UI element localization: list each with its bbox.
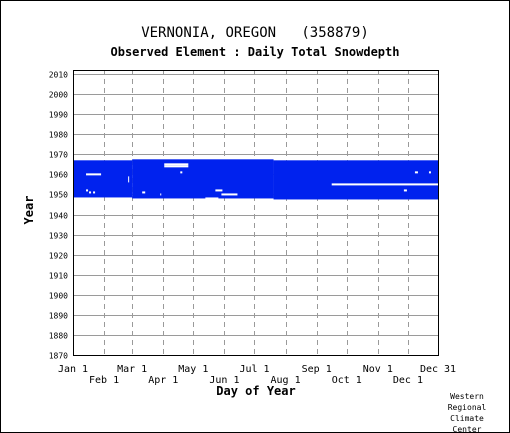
chart-subtitle: Observed Element : Daily Total Snowdepth	[110, 45, 400, 59]
coverage-block	[273, 160, 438, 200]
x-tick-label: Jun 1	[209, 375, 239, 386]
coverage-block	[73, 160, 133, 198]
credit-block: Western Regional Climate Center	[437, 391, 497, 433]
y-tick-label: 1930	[49, 232, 68, 241]
x-tick-label: Oct 1	[332, 375, 362, 386]
y-tick-label: 2000	[49, 91, 68, 100]
data-gap	[221, 193, 238, 196]
data-gap	[160, 193, 162, 196]
credit-line: Western	[450, 392, 484, 401]
data-gap	[164, 163, 189, 166]
credit-line: Climate	[450, 414, 484, 423]
y-tick-label: 1890	[49, 312, 68, 321]
y-tick-label: 1990	[49, 111, 68, 120]
credit-line: Regional	[447, 403, 487, 412]
x-tick-label: May 1	[178, 364, 208, 375]
data-gap	[180, 171, 183, 174]
x-axis-label: Day of Year	[216, 384, 296, 398]
x-tick-label: Nov 1	[363, 364, 393, 375]
x-tick-label: Mar 1	[117, 364, 147, 375]
y-tick-label: 1960	[49, 171, 68, 180]
x-tick-label: Dec 31	[420, 364, 456, 375]
y-tick-label: 1880	[49, 332, 68, 341]
data-gap	[86, 189, 89, 192]
data-gap	[142, 191, 146, 194]
y-tick-label: 1950	[49, 191, 68, 200]
y-tick-label: 2010	[49, 71, 68, 80]
y-tick-label: 1870	[49, 352, 68, 361]
y-tick-label: 1920	[49, 252, 68, 261]
x-tick-label: Sep 1	[302, 364, 332, 375]
x-tick-label: Dec 1	[393, 375, 423, 386]
y-tick-label: 1910	[49, 272, 68, 281]
data-gap	[93, 191, 96, 194]
data-gap	[164, 165, 189, 168]
data-layer	[73, 159, 438, 200]
data-gap	[128, 176, 130, 183]
axis-layer: 1870 1880 1890 1900 1910 1920 1930 1940 1950 1960…	[49, 71, 456, 387]
y-axis-label: Year	[22, 195, 36, 225]
data-gap	[89, 191, 92, 194]
data-gap	[205, 197, 219, 200]
data-gap	[86, 173, 102, 176]
gap-layer	[86, 163, 438, 200]
data-gap	[428, 171, 431, 174]
data-gap	[215, 189, 223, 192]
x-tick-label: Feb 1	[89, 375, 119, 386]
y-tick-label: 1970	[49, 151, 68, 160]
x-tick-label: Apr 1	[148, 375, 178, 386]
grid-layer	[73, 70, 438, 356]
data-gap	[414, 171, 418, 174]
x-tick-label: Jan 1	[58, 364, 88, 375]
y-tick-label: 1980	[49, 131, 68, 140]
coverage-block	[132, 159, 274, 199]
x-tick-label: Aug 1	[271, 375, 301, 386]
data-gap	[331, 183, 438, 186]
data-gap	[403, 189, 407, 192]
y-tick-label: 1900	[49, 292, 68, 301]
plot-area	[73, 70, 439, 356]
credit-line: Center	[452, 425, 482, 433]
y-tick-label: 1940	[49, 212, 68, 221]
chart-title: VERNONIA, OREGON (358879)	[141, 25, 369, 41]
x-tick-label: Jul 1	[239, 364, 269, 375]
